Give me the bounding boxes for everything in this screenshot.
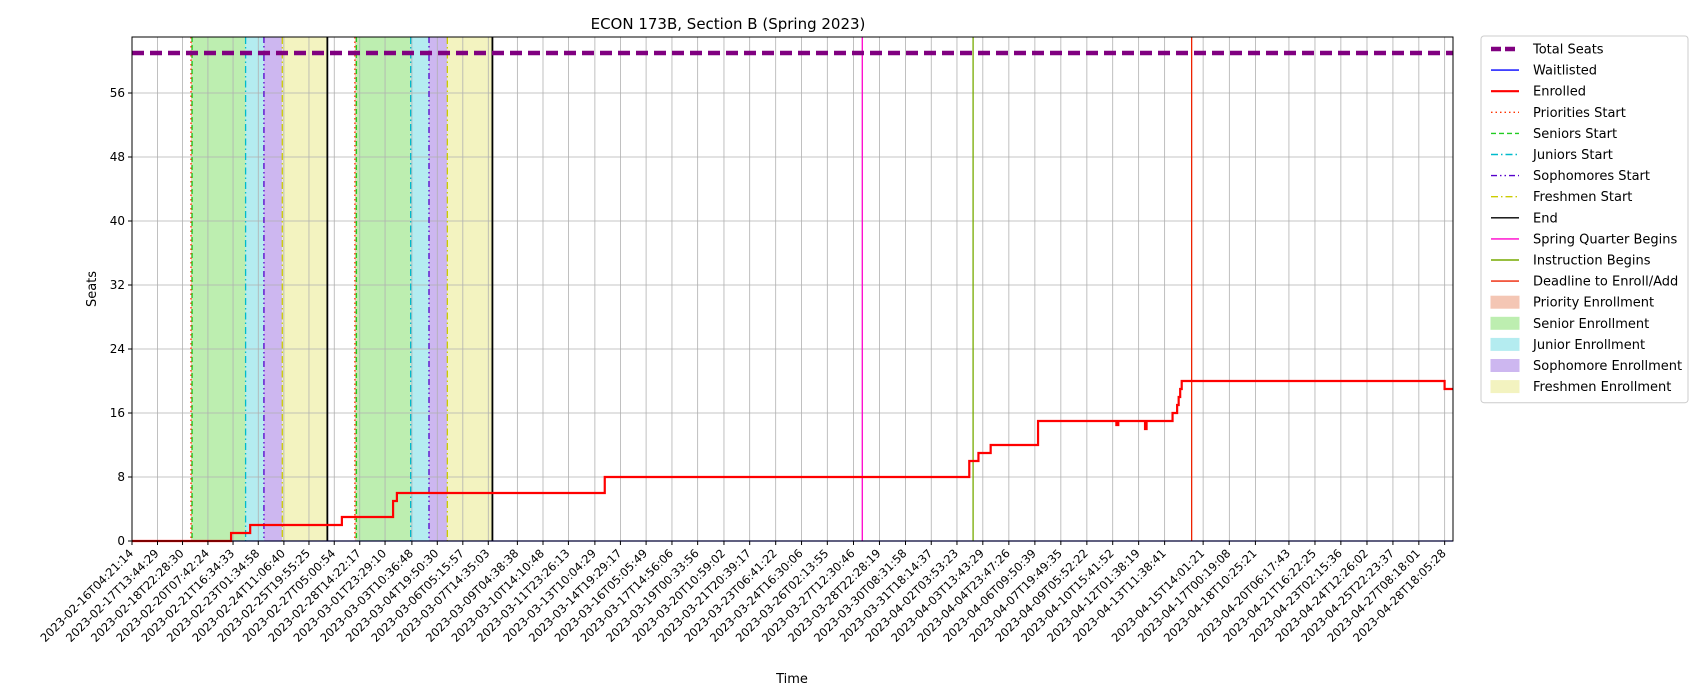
shade-3-0 (263, 37, 283, 541)
series-enrolled-line (132, 379, 1453, 543)
shade-3-1 (428, 37, 448, 541)
legend-label-12: Priority Enrollment (1533, 296, 1654, 311)
legend-label-6: Sophomores Start (1533, 169, 1650, 184)
shade-4-0 (282, 37, 328, 541)
y-tick-label-0: 0 (117, 534, 125, 548)
legend-label-4: Seniors Start (1533, 127, 1617, 142)
y-tick-label-3: 24 (110, 342, 125, 356)
shade-0-1 (354, 37, 357, 541)
legend-label-10: Instruction Begins (1533, 254, 1651, 269)
shade-1-1 (356, 37, 411, 541)
legend-label-5: Juniors Start (1532, 148, 1613, 163)
y-tick-label-2: 16 (110, 406, 125, 420)
shade-4-1 (447, 37, 493, 541)
legend-label-9: Spring Quarter Begins (1533, 232, 1677, 247)
legend-label-13: Senior Enrollment (1533, 317, 1649, 332)
shade-2-0 (245, 37, 264, 541)
legend-label-3: Priorities Start (1533, 106, 1626, 121)
shade-2-1 (410, 37, 429, 541)
legend-label-14: Junior Enrollment (1532, 338, 1645, 353)
legend-label-16: Freshmen Enrollment (1533, 380, 1671, 395)
y-tick-label-5: 40 (110, 214, 125, 228)
legend-swatch-13 (1490, 316, 1520, 330)
legend-swatch-16 (1490, 380, 1520, 394)
legend-label-8: End (1533, 211, 1558, 226)
axes-frame (131, 36, 1454, 542)
chart-title: ECON 173B, Section B (Spring 2023) (591, 15, 866, 33)
legend-label-15: Sophomore Enrollment (1533, 359, 1682, 374)
y-tick-label-4: 32 (110, 278, 125, 292)
legend-swatch-12 (1490, 295, 1520, 309)
legend-frame (1480, 35, 1689, 404)
legend-swatch-14 (1490, 337, 1520, 351)
legend-label-2: Enrolled (1533, 85, 1586, 100)
y-axis-label: Seats (85, 271, 100, 307)
y-tick-label-6: 48 (110, 150, 125, 164)
legend-label-0: Total Seats (1532, 43, 1604, 58)
legend-swatch-15 (1490, 359, 1520, 372)
legend: Total Seats Waitlisted Enrolled Priorities … (1480, 35, 1689, 404)
y-tick-label-7: 56 (110, 86, 125, 100)
y-tick-label-1: 8 (117, 470, 125, 484)
legend-label-1: Waitlisted (1533, 64, 1597, 79)
x-axis-label: Time (775, 672, 808, 687)
legend-label-7: Freshmen Start (1533, 190, 1632, 205)
legend-label-11: Deadline to Enroll/Add (1533, 275, 1678, 290)
plot-area: 081624324048562023-02-16T04:21:142023-02… (37, 36, 1454, 645)
shade-1-0 (192, 37, 246, 541)
